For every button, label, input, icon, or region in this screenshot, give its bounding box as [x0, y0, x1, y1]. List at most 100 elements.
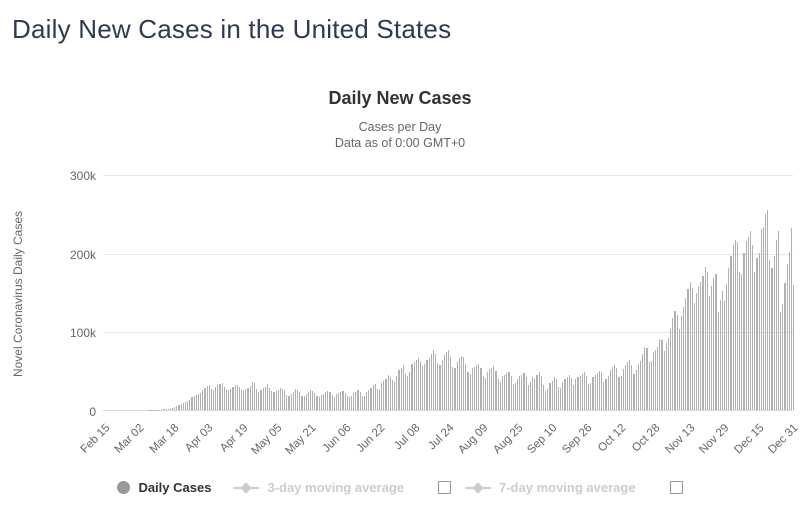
daily-cases-bar[interactable] — [553, 377, 555, 410]
daily-cases-bar[interactable] — [637, 363, 639, 410]
daily-cases-bar[interactable] — [184, 401, 187, 410]
daily-cases-bar[interactable] — [532, 377, 534, 410]
daily-cases-bar[interactable] — [409, 372, 411, 410]
daily-cases-bar[interactable] — [614, 365, 616, 410]
daily-cases-bar[interactable] — [639, 360, 642, 410]
daily-cases-bar[interactable] — [611, 366, 614, 410]
daily-cases-bar[interactable] — [769, 260, 771, 410]
daily-cases-bar[interactable] — [379, 390, 381, 410]
daily-cases-bar[interactable] — [618, 377, 620, 410]
daily-cases-bar[interactable] — [598, 370, 601, 410]
daily-cases-bar[interactable] — [754, 272, 756, 410]
daily-cases-bar[interactable] — [286, 394, 288, 410]
legend-item-7-day-moving-average[interactable]: 7-day moving average — [465, 480, 636, 495]
daily-cases-bar[interactable] — [566, 377, 568, 410]
daily-cases-bar[interactable] — [504, 374, 506, 410]
daily-cases-bar[interactable] — [760, 229, 762, 410]
legend-item-3-day-moving-average[interactable]: 3-day moving average — [233, 480, 404, 495]
daily-cases-bar[interactable] — [749, 230, 752, 410]
daily-cases-bar[interactable] — [333, 397, 335, 410]
daily-cases-bar[interactable] — [368, 390, 370, 410]
daily-cases-bar[interactable] — [547, 388, 549, 410]
daily-cases-bar[interactable] — [228, 390, 230, 410]
daily-cases-bar[interactable] — [713, 277, 715, 410]
daily-cases-bar[interactable] — [329, 391, 331, 410]
daily-cases-bar[interactable] — [266, 383, 269, 410]
daily-cases-bar[interactable] — [305, 393, 307, 410]
daily-cases-bar[interactable] — [577, 377, 579, 410]
daily-cases-bar[interactable] — [312, 391, 314, 410]
daily-cases-bar[interactable] — [573, 384, 575, 410]
daily-cases-bar[interactable] — [191, 396, 193, 410]
daily-cases-bar[interactable] — [413, 362, 415, 410]
daily-cases-bar[interactable] — [663, 351, 665, 410]
daily-cases-bar[interactable] — [762, 226, 764, 410]
daily-cases-bar[interactable] — [609, 370, 611, 410]
daily-cases-bar[interactable] — [519, 376, 521, 410]
daily-cases-bar[interactable] — [271, 390, 273, 410]
daily-cases-bar[interactable] — [353, 393, 355, 410]
daily-cases-bar[interactable] — [687, 289, 689, 410]
daily-cases-bar[interactable] — [189, 400, 191, 410]
daily-cases-bar[interactable] — [747, 236, 749, 410]
daily-cases-bar[interactable] — [273, 392, 275, 410]
daily-cases-bar[interactable] — [303, 396, 305, 410]
daily-cases-bar[interactable] — [288, 395, 290, 410]
daily-cases-bar[interactable] — [206, 386, 208, 410]
daily-cases-bar[interactable] — [165, 409, 167, 410]
daily-cases-bar[interactable] — [426, 359, 428, 410]
daily-cases-bar[interactable] — [223, 386, 225, 410]
daily-cases-bar[interactable] — [471, 368, 473, 410]
daily-cases-bar[interactable] — [241, 389, 243, 410]
daily-cases-bar[interactable] — [767, 210, 769, 410]
checkbox-3-day-moving-average[interactable] — [438, 481, 451, 494]
daily-cases-bar[interactable] — [646, 348, 648, 410]
daily-cases-bar[interactable] — [579, 375, 581, 410]
daily-cases-bar[interactable] — [301, 395, 303, 410]
daily-cases-bar[interactable] — [512, 384, 514, 410]
daily-cases-bar[interactable] — [424, 363, 426, 410]
daily-cases-bar[interactable] — [523, 373, 525, 410]
daily-cases-bar[interactable] — [314, 393, 316, 410]
daily-cases-bar[interactable] — [480, 367, 482, 410]
daily-cases-bar[interactable] — [484, 377, 486, 410]
daily-cases-bar[interactable] — [631, 364, 633, 410]
daily-cases-bar[interactable] — [439, 365, 441, 410]
daily-cases-bar[interactable] — [277, 390, 279, 410]
daily-cases-bar[interactable] — [624, 365, 626, 410]
daily-cases-bar[interactable] — [275, 390, 277, 410]
daily-cases-bar[interactable] — [167, 408, 169, 410]
daily-cases-bar[interactable] — [764, 214, 767, 410]
daily-cases-bar[interactable] — [629, 359, 631, 410]
daily-cases-bar[interactable] — [739, 272, 741, 410]
daily-cases-bar[interactable] — [683, 307, 685, 410]
daily-cases-bar[interactable] — [428, 357, 430, 410]
daily-cases-bar[interactable] — [732, 244, 734, 410]
daily-cases-bar[interactable] — [251, 381, 253, 410]
daily-cases-bar[interactable] — [435, 353, 437, 410]
daily-cases-bar[interactable] — [644, 347, 646, 410]
daily-cases-bar[interactable] — [777, 230, 780, 410]
daily-cases-bar[interactable] — [601, 371, 603, 410]
daily-cases-bar[interactable] — [790, 228, 792, 410]
daily-cases-bar[interactable] — [499, 381, 501, 410]
daily-cases-bar[interactable] — [450, 356, 452, 410]
daily-cases-bar[interactable] — [534, 378, 536, 410]
daily-cases-bar[interactable] — [202, 390, 204, 410]
daily-cases-bar[interactable] — [721, 290, 723, 410]
daily-cases-bar[interactable] — [488, 369, 491, 410]
daily-cases-bar[interactable] — [780, 312, 782, 410]
daily-cases-bar[interactable] — [685, 297, 687, 410]
daily-cases-bar[interactable] — [478, 363, 480, 410]
daily-cases-bar[interactable] — [422, 366, 424, 410]
daily-cases-bar[interactable] — [463, 356, 465, 410]
daily-cases-bar[interactable] — [635, 370, 637, 410]
daily-cases-bar[interactable] — [284, 390, 286, 410]
daily-cases-bar[interactable] — [661, 340, 663, 410]
daily-cases-bar[interactable] — [176, 405, 178, 410]
daily-cases-bar[interactable] — [411, 363, 413, 410]
daily-cases-bar[interactable] — [469, 373, 471, 410]
daily-cases-bar[interactable] — [210, 388, 212, 410]
daily-cases-bar[interactable] — [407, 376, 409, 410]
daily-cases-bar[interactable] — [698, 286, 700, 410]
